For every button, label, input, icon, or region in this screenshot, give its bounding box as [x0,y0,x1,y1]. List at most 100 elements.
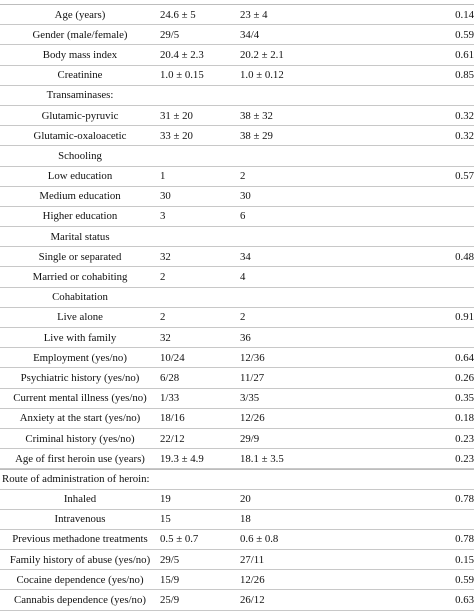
table-row: Current mental illness (yes/no) 1/33 3/35 0… [0,388,474,409]
group1-value: 1/33 [160,388,240,409]
table-row: Cocaine dependence (yes/no) 15/9 12/26 0.59 [0,569,474,591]
group2-value: 38 ± 29 [240,125,355,147]
p-value: 0.18 [355,408,474,429]
p-value [355,468,474,490]
p-value: 0.32 [355,125,474,147]
p-value: 0.91 [355,307,474,329]
group2-value: 20.2 ± 2.1 [240,44,355,66]
table-row: Previous methadone treatments 0.5 ± 0.7 0.… [0,529,474,551]
group2-value: 23 ± 4 [240,5,355,26]
row-label: Employment (yes/no) [0,347,160,369]
p-value: 0.15 [355,549,474,571]
group1-value: 31 ± 20 [160,105,240,127]
group2-value: 36 [240,327,355,349]
group1-value: 2 [160,266,240,288]
table-row: Cohabitation [0,287,474,308]
p-value: 0.35 [355,388,474,409]
group2-value: 12/26 [240,408,355,429]
table-row: Employment (yes/no) 10/24 12/36 0.64 [0,347,474,369]
p-value: 0.78 [355,489,474,510]
group1-value: 0.5 ± 0.7 [160,529,240,551]
row-label: Married or cohabiting [0,266,160,288]
group1-value: 22/12 [160,428,240,450]
group2-value [240,468,355,490]
group1-value: 1.0 ± 0.15 [160,65,240,86]
group2-value: 30 [240,186,355,207]
group2-value: 2 [240,166,355,187]
group1-value [160,226,240,248]
row-label: Cohabitation [0,287,160,308]
row-label: Age of first heroin use (years) [0,448,160,470]
table-row: Glutamic-oxaloacetic 33 ± 20 38 ± 29 0.32 [0,125,474,147]
table-row: Anxiety at the start (yes/no) 18/16 12/26 0… [0,408,474,429]
group2-value [240,287,355,308]
group2-value: 3/35 [240,388,355,409]
p-value: 0.61 [355,44,474,66]
table-row: Medium education 30 30 [0,186,474,207]
row-label: Inhaled [0,489,160,510]
group1-value: 15 [160,509,240,530]
row-label: Intravenous [0,509,160,530]
group2-value [240,145,355,167]
table-row: Creatinine 1.0 ± 0.15 1.0 ± 0.12 0.85 [0,65,474,86]
group1-value: 3 [160,206,240,228]
group1-value: 20.4 ± 2.3 [160,44,240,66]
table-row: Criminal history (yes/no) 22/12 29/9 0.23 [0,428,474,450]
table-row: Age (years) 24.6 ± 5 23 ± 4 0.14 [0,5,474,26]
group1-value [160,287,240,308]
group2-value: 11/27 [240,367,355,389]
group2-value: 1.0 ± 0.12 [240,65,355,86]
p-value: 0.64 [355,347,474,369]
table-row: Live with family 32 36 [0,327,474,349]
group2-value: 27/11 [240,549,355,571]
row-label: Low education [0,166,160,187]
group2-value: 20 [240,489,355,510]
row-label: Psychiatric history (yes/no) [0,367,160,389]
table-row: Single or separated 32 34 0.48 [0,246,474,268]
table-body: Age (years) 24.6 ± 5 23 ± 4 0.14 Gender (mal… [0,5,474,611]
group1-value: 6/28 [160,367,240,389]
table-row: Live alone 2 2 0.91 [0,307,474,329]
group1-value: 18/16 [160,408,240,429]
group2-value: 4 [240,266,355,288]
group1-value: 2 [160,307,240,329]
group2-value: 34 [240,246,355,268]
group1-value: 29/5 [160,549,240,571]
p-value [355,327,474,349]
row-label: Body mass index [0,44,160,66]
table-row: Age of first heroin use (years) 19.3 ± 4.… [0,448,474,470]
p-value: 0.32 [355,105,474,127]
group2-value: 26/12 [240,589,355,611]
row-label: Medium education [0,186,160,207]
group2-value [240,85,355,106]
group2-value: 29/9 [240,428,355,450]
p-value: 0.63 [355,589,474,611]
p-value: 0.48 [355,246,474,268]
group1-value: 29/5 [160,24,240,46]
p-value: 0.23 [355,448,474,470]
p-value [355,145,474,167]
p-value: 0.26 [355,367,474,389]
group1-value [160,145,240,167]
table-row: Psychiatric history (yes/no) 6/28 11/27 0.2… [0,367,474,389]
group1-value: 24.6 ± 5 [160,5,240,26]
group1-value: 33 ± 20 [160,125,240,147]
p-value: 0.59 [355,569,474,591]
row-label: Current mental illness (yes/no) [0,388,160,409]
p-value [355,287,474,308]
group2-value: 38 ± 32 [240,105,355,127]
group1-value: 25/9 [160,589,240,611]
group2-value [240,226,355,248]
row-label: Glutamic-pyruvic [0,105,160,127]
group2-value: 18.1 ± 3.5 [240,448,355,470]
document-page: Age (years) 24.6 ± 5 23 ± 4 0.14 Gender (mal… [0,4,474,611]
p-value: 0.78 [355,529,474,551]
table-row: Intravenous 15 18 [0,509,474,530]
row-label: Criminal history (yes/no) [0,428,160,450]
group1-value [160,468,240,490]
row-label: Live alone [0,307,160,329]
row-label: Gender (male/female) [0,24,160,46]
row-label: Route of administration of heroin: [0,468,160,490]
row-label: Age (years) [0,5,160,26]
table-row: Glutamic-pyruvic 31 ± 20 38 ± 32 0.32 [0,105,474,127]
